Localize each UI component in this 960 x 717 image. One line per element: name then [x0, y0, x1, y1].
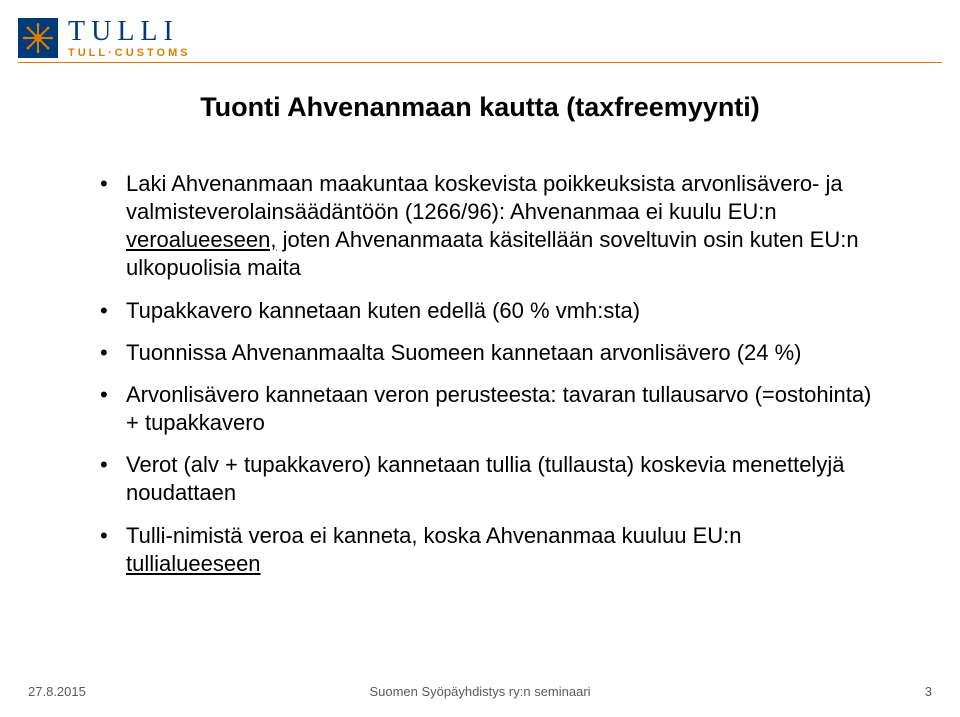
footer-page: 3	[925, 684, 932, 699]
logo-text: TULLI TULL·CUSTOMS	[68, 18, 191, 59]
footer: 27.8.2015 Suomen Syöpäyhdistys ry:n semi…	[28, 684, 932, 699]
slide-title: Tuonti Ahvenanmaan kautta (taxfreemyynti…	[0, 92, 960, 123]
logo-sub-text: TULL·CUSTOMS	[68, 48, 191, 59]
bullet-text: Tuonnissa Ahvenanmaalta Suomeen kannetaa…	[126, 340, 802, 365]
footer-date: 27.8.2015	[28, 684, 86, 699]
bullet-list: Laki Ahvenanmaan maakuntaa koskevista po…	[100, 170, 880, 578]
logo-main-text: TULLI	[68, 18, 191, 46]
star-icon	[21, 21, 55, 55]
slide-content: Laki Ahvenanmaan maakuntaa koskevista po…	[100, 170, 880, 592]
bullet-underline: veroalueeseen,	[126, 227, 276, 252]
list-item: Laki Ahvenanmaan maakuntaa koskevista po…	[100, 170, 880, 283]
bullet-text: Arvonlisävero kannetaan veron perusteest…	[126, 382, 871, 435]
list-item: Tulli-nimistä veroa ei kanneta, koska Ah…	[100, 522, 880, 578]
list-item: Verot (alv + tupakkavero) kannetaan tull…	[100, 451, 880, 507]
logo-block: TULLI TULL·CUSTOMS	[18, 18, 191, 59]
bullet-underline: tullialueeseen	[126, 551, 261, 576]
bullet-text: Tulli-nimistä veroa ei kanneta, koska Ah…	[126, 523, 742, 548]
list-item: Arvonlisävero kannetaan veron perusteest…	[100, 381, 880, 437]
bullet-text: Laki Ahvenanmaan maakuntaa koskevista po…	[126, 171, 843, 224]
header-divider	[18, 62, 942, 63]
list-item: Tuonnissa Ahvenanmaalta Suomeen kannetaa…	[100, 339, 880, 367]
logo-icon	[18, 18, 58, 58]
bullet-text: Verot (alv + tupakkavero) kannetaan tull…	[126, 452, 844, 505]
list-item: Tupakkavero kannetaan kuten edellä (60 %…	[100, 297, 880, 325]
footer-center: Suomen Syöpäyhdistys ry:n seminaari	[369, 684, 590, 699]
bullet-text: Tupakkavero kannetaan kuten edellä (60 %…	[126, 298, 640, 323]
